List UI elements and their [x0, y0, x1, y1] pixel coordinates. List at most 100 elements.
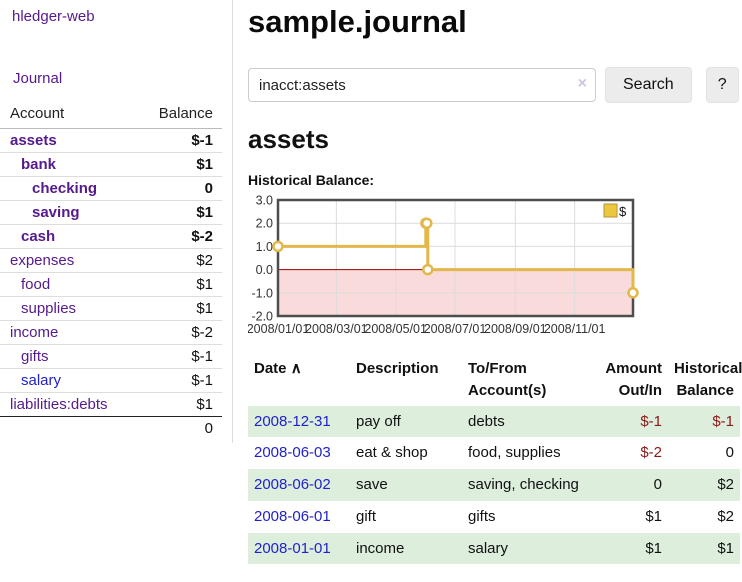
x-axis-tick-label: 2008/03/01	[305, 322, 368, 336]
transaction-date-link[interactable]: 2008-06-01	[254, 507, 331, 525]
accounts-header-account: Account	[0, 102, 133, 129]
y-axis-tick-label: 0.0	[256, 263, 273, 277]
account-link[interactable]: assets	[10, 132, 57, 149]
x-axis-tick-label: 2008/05/01	[364, 322, 427, 336]
x-axis-tick-label: 2008/07/01	[424, 322, 487, 336]
accounts-header-row: Account Balance	[0, 102, 222, 129]
account-balance: $-1	[132, 344, 222, 369]
transaction-description: income	[350, 532, 462, 565]
account-balance: $1	[132, 296, 222, 321]
transaction-description: gift	[356, 507, 377, 525]
transaction-row: 2008-06-02 save saving, checking 0 $2	[248, 469, 740, 501]
transaction-amount: $-1	[590, 405, 668, 438]
transaction-date-link[interactable]: 2008-06-03	[254, 444, 331, 462]
account-row: bank $1	[0, 152, 222, 177]
account-link[interactable]: saving	[32, 204, 80, 221]
transaction-accounts: saving, checking	[462, 469, 590, 501]
transaction-balance: $2	[668, 469, 740, 501]
x-axis-tick-label: 2008/01/01	[248, 322, 309, 336]
sort-ascending-icon: ∧	[290, 360, 302, 377]
accounts-header-balance: Balance	[132, 102, 222, 129]
accounts-total-row: 0	[0, 417, 222, 441]
transaction-balance: $2	[717, 507, 734, 525]
main-content: sample.journal × Search ? assets Histori…	[248, 0, 742, 565]
account-row: food $1	[0, 272, 222, 297]
sidebar: hledger-web Journal Account Balance asse…	[0, 0, 233, 443]
clear-search-icon[interactable]: ×	[577, 75, 587, 92]
data-point-marker	[421, 217, 433, 229]
transaction-accounts: debts	[462, 405, 590, 438]
transaction-balance: 0	[725, 444, 734, 462]
transaction-date-link[interactable]: 2008-06-02	[254, 476, 331, 493]
transaction-date-link[interactable]: 2008-01-01	[254, 539, 331, 557]
transaction-balance: $-1	[668, 405, 740, 438]
transaction-accounts: food, supplies	[468, 444, 561, 462]
y-axis-tick-label: 2.0	[256, 217, 273, 231]
search-input[interactable]	[248, 68, 596, 102]
transaction-amount: $-2	[640, 444, 662, 462]
search-button[interactable]: Search	[605, 67, 692, 103]
account-link[interactable]: expenses	[10, 252, 75, 269]
account-balance: 0	[132, 176, 222, 201]
account-link[interactable]: bank	[21, 156, 57, 173]
account-row: gifts $-1	[0, 344, 222, 369]
account-balance: $2	[132, 248, 222, 273]
date-header-label: Date	[254, 360, 287, 377]
y-axis-tick-label: -2.0	[251, 310, 273, 324]
register-header-tofrom: To/From Account(s)	[468, 360, 547, 399]
search-box: ×	[248, 68, 596, 102]
transaction-description: save	[350, 469, 462, 501]
chart-label: Historical Balance:	[248, 172, 375, 188]
y-axis-tick-label: -1.0	[251, 286, 273, 300]
account-row: income $-2	[0, 320, 222, 345]
search-help-button[interactable]: ?	[705, 67, 739, 103]
account-row: cash $-2	[0, 224, 222, 249]
register-table: Date ∧ Description To/From Account(s) Am…	[248, 354, 742, 565]
account-link[interactable]: checking	[32, 180, 98, 197]
data-point-marker	[272, 240, 284, 253]
transaction-date-cell: 2008-06-02	[248, 469, 350, 501]
plot-border	[276, 198, 635, 318]
account-link[interactable]: supplies	[21, 300, 77, 317]
accounts-total: 0	[204, 420, 213, 437]
data-point-marker	[627, 287, 639, 299]
transaction-balance: $1	[668, 532, 740, 565]
account-link[interactable]: salary	[21, 372, 62, 389]
account-balance: $-1	[132, 128, 222, 153]
accounts-table: Account Balance assets $-1 bank $1 checking 0…	[0, 102, 222, 440]
legend-label: $	[619, 204, 627, 219]
register-header-date[interactable]: Date ∧	[248, 354, 350, 406]
legend-swatch	[603, 203, 618, 218]
account-row: saving $1	[0, 200, 222, 225]
y-axis-tick-label: 3.0	[256, 194, 273, 208]
register-header-amount: Amount Out/In	[605, 360, 662, 399]
account-link[interactable]: cash	[21, 228, 56, 245]
transaction-date-link[interactable]: 2008-12-31	[254, 412, 331, 430]
app-title-link[interactable]: hledger-web	[12, 8, 95, 25]
search-form: × Search ?	[248, 67, 740, 103]
transaction-row: 2008-01-01 income salary $1 $1	[248, 532, 740, 565]
historical-balance-chart: 3.0 2.0 1.0 0.0 -1.0 -2.02008/01/012008/03/01…	[248, 194, 639, 336]
y-axis-tick-label: 1.0	[256, 240, 273, 254]
transaction-description: pay off	[350, 405, 462, 438]
account-link[interactable]: gifts	[21, 348, 49, 365]
register-header-description: Description	[356, 360, 439, 377]
transaction-row: 2008-06-01 gift gifts $1 $2	[248, 501, 740, 533]
transaction-accounts: salary	[462, 532, 590, 565]
transaction-date-cell: 2008-06-03	[248, 437, 350, 469]
account-balance: $1	[132, 200, 222, 225]
transaction-date-cell: 2008-06-01	[248, 501, 350, 533]
account-row: expenses $2	[0, 248, 222, 273]
transaction-amount: $1	[590, 532, 668, 565]
account-balance: $1	[132, 392, 222, 417]
data-point-marker	[422, 263, 434, 276]
account-link[interactable]: income	[10, 324, 59, 341]
account-link[interactable]: liabilities:debts	[10, 396, 108, 413]
account-link[interactable]: food	[21, 276, 51, 293]
account-row: checking 0	[0, 176, 222, 201]
account-balance: $-2	[132, 320, 222, 345]
account-row: supplies $1	[0, 296, 222, 321]
register-header-balance: Historical Balance	[674, 360, 742, 399]
sidebar-item-journal[interactable]: Journal	[13, 70, 63, 87]
transaction-row: 2008-12-31 pay off debts $-1 $-1	[248, 405, 740, 438]
